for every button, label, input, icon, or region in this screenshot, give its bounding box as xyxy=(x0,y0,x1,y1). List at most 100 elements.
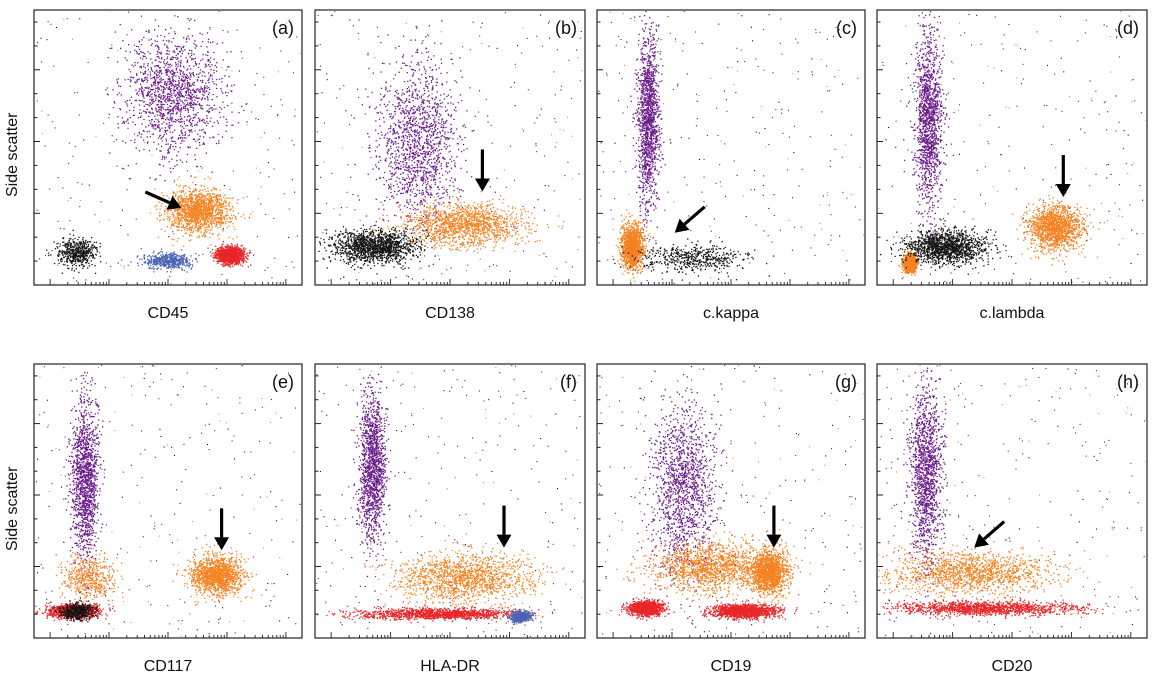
scatter-point xyxy=(125,120,127,122)
scatter-point xyxy=(179,258,181,260)
scatter-point xyxy=(187,84,189,86)
scatter-point xyxy=(174,263,176,265)
scatter-point xyxy=(227,265,230,267)
scatter-point xyxy=(195,196,197,198)
scatter-point xyxy=(201,211,203,213)
scatter-point xyxy=(180,55,182,57)
scatter-point xyxy=(108,117,110,119)
scatter-point xyxy=(183,201,185,203)
scatter-point xyxy=(212,136,214,138)
scatter-point xyxy=(191,59,193,61)
scatter-point xyxy=(162,264,164,266)
scatter-point xyxy=(179,100,182,102)
scatter-point xyxy=(212,196,214,198)
scatter-point xyxy=(79,199,81,201)
scatter-point xyxy=(194,47,196,49)
scatter-point xyxy=(210,220,212,222)
scatter-point xyxy=(190,239,192,241)
scatter-point xyxy=(181,260,183,262)
scatter-point xyxy=(168,97,171,99)
scatter-point xyxy=(185,74,188,76)
scatter-point xyxy=(142,81,145,83)
scatter-point xyxy=(214,202,216,204)
scatter-point xyxy=(128,44,130,46)
scatter-point xyxy=(184,185,187,187)
scatter-point xyxy=(149,111,151,113)
scatter-point xyxy=(226,255,229,257)
scatter-point xyxy=(247,255,249,257)
scatter-point xyxy=(207,221,209,223)
scatter-point xyxy=(203,205,205,208)
scatter-point xyxy=(240,245,242,247)
scatter-point xyxy=(180,214,182,216)
scatter-point xyxy=(151,62,153,64)
scatter-point xyxy=(224,75,226,77)
scatter-point xyxy=(157,65,159,68)
scatter-point xyxy=(179,64,182,66)
scatter-point xyxy=(203,225,205,227)
scatter-point xyxy=(182,88,184,90)
scatter-point xyxy=(202,200,204,202)
scatter-point xyxy=(134,139,136,141)
scatter-point xyxy=(182,217,184,219)
scatter-point xyxy=(147,255,149,257)
scatter-point xyxy=(213,187,215,190)
scatter-point xyxy=(177,86,179,89)
scatter-point xyxy=(148,30,150,32)
scatter-point xyxy=(206,65,208,67)
scatter-point xyxy=(133,66,135,68)
scatter-point xyxy=(74,257,77,259)
scatter-point xyxy=(207,93,210,96)
scatter-point xyxy=(167,95,169,97)
scatter-point xyxy=(238,253,241,255)
scatter-point xyxy=(212,80,214,83)
scatter-point xyxy=(186,259,188,261)
scatter-point xyxy=(194,189,196,191)
scatter-point xyxy=(186,218,188,221)
scatter-point xyxy=(223,263,225,265)
scatter-point xyxy=(163,61,165,63)
scatter-point xyxy=(197,97,199,99)
scatter-point xyxy=(185,192,187,194)
scatter-point xyxy=(229,197,231,199)
scatter-point xyxy=(151,125,154,127)
scatter-point xyxy=(191,83,193,85)
scatter-point xyxy=(209,27,211,29)
scatter-point xyxy=(231,259,233,261)
scatter-point xyxy=(271,277,273,279)
scatter-point xyxy=(177,107,180,109)
scatter-point xyxy=(135,89,137,91)
scatter-point xyxy=(185,209,187,211)
scatter-point xyxy=(217,235,219,237)
scatter-point xyxy=(260,137,262,139)
scatter-point xyxy=(209,137,211,139)
scatter-point xyxy=(241,105,243,108)
scatter-point xyxy=(204,218,206,220)
scatter-point xyxy=(221,229,224,231)
scatter-point xyxy=(142,129,144,132)
scatter-point xyxy=(195,147,198,150)
scatter-point xyxy=(228,76,230,78)
scatter-point xyxy=(226,256,228,258)
scatter-point xyxy=(173,181,175,183)
scatter-point xyxy=(171,137,173,140)
scatter-point xyxy=(220,218,223,220)
scatter-point xyxy=(205,90,207,92)
scatter-point xyxy=(167,149,169,151)
scatter-point xyxy=(157,76,159,79)
scatter-point xyxy=(181,263,184,265)
scatter-point xyxy=(166,212,168,215)
scatter-point xyxy=(172,107,174,110)
scatter-point xyxy=(208,81,210,84)
scatter-point xyxy=(179,264,181,266)
scatter-point xyxy=(158,127,160,129)
scatter-point xyxy=(162,89,165,91)
scatter-point xyxy=(157,74,159,76)
scatter-point xyxy=(161,258,163,260)
scatter-point xyxy=(208,197,210,200)
scatter-point xyxy=(141,80,143,82)
scatter-point xyxy=(127,122,129,124)
scatter-point xyxy=(175,62,177,64)
scatter-point xyxy=(185,223,187,225)
scatter-point xyxy=(191,206,193,208)
